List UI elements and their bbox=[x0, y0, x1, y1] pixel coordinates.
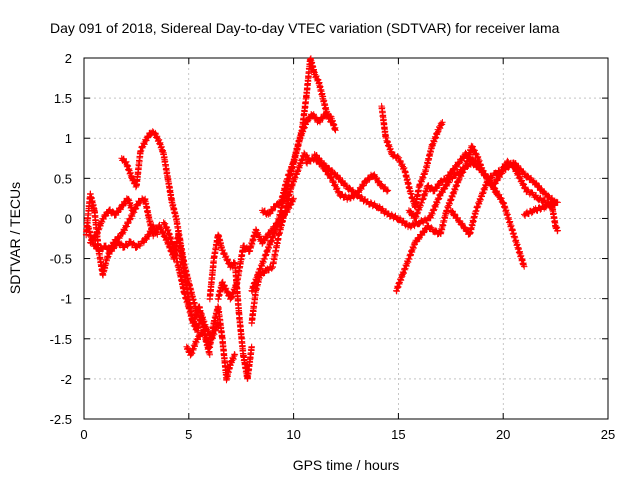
series-arc-18 bbox=[521, 198, 561, 235]
x-tick-label: 15 bbox=[391, 427, 405, 442]
y-tick-label: 0 bbox=[65, 211, 72, 226]
y-tick-labels: -2.5 -2 -1.5 -1 -0.5 0 0.5 1 1.5 2 bbox=[50, 51, 72, 427]
series-markers bbox=[521, 198, 561, 235]
x-tick-label: 25 bbox=[601, 427, 615, 442]
axis-ticks bbox=[83, 57, 609, 420]
series-markers bbox=[160, 219, 222, 342]
y-tick-label: 2 bbox=[65, 51, 72, 66]
series-markers bbox=[206, 231, 255, 382]
series-arc-11 bbox=[303, 154, 392, 203]
y-axis-label: SDTVAR / TECUs bbox=[7, 182, 23, 294]
series-markers bbox=[378, 102, 446, 211]
plot-frame bbox=[83, 57, 609, 420]
series-arc-3 bbox=[87, 195, 136, 247]
series-arc-6 bbox=[206, 231, 255, 382]
y-tick-label: 0.5 bbox=[54, 171, 72, 186]
series-markers bbox=[87, 195, 136, 247]
series-arc-17 bbox=[489, 159, 559, 206]
series-arc-4 bbox=[118, 128, 201, 319]
grid-lines bbox=[84, 58, 608, 419]
y-tick-label: -2 bbox=[60, 372, 72, 387]
y-tick-label: -2.5 bbox=[50, 412, 72, 427]
series-markers bbox=[248, 55, 335, 295]
chart-title: Day 091 of 2018, Sidereal Day-to-day VTE… bbox=[50, 20, 560, 36]
series-arc-9 bbox=[248, 55, 335, 295]
series-markers bbox=[118, 128, 201, 319]
y-tick-label: -0.5 bbox=[50, 252, 72, 267]
series-arc-10 bbox=[259, 110, 339, 218]
y-tick-label: -1 bbox=[60, 292, 72, 307]
y-tick-label: 1.5 bbox=[54, 91, 72, 106]
y-tick-label: -1.5 bbox=[50, 332, 72, 347]
x-axis-label: GPS time / hours bbox=[293, 457, 400, 473]
x-tick-label: 10 bbox=[286, 427, 300, 442]
data-series bbox=[82, 55, 561, 384]
series-arc-13 bbox=[378, 102, 446, 211]
series-markers bbox=[393, 142, 486, 295]
x-tick-label: 20 bbox=[496, 427, 510, 442]
series-arc-8 bbox=[248, 149, 312, 327]
series-arc-19 bbox=[160, 219, 222, 342]
series-markers bbox=[489, 159, 559, 206]
x-tick-label: 0 bbox=[80, 427, 87, 442]
series-markers bbox=[259, 110, 339, 218]
x-tick-label: 5 bbox=[185, 427, 192, 442]
y-tick-label: 1 bbox=[65, 131, 72, 146]
series-markers bbox=[303, 154, 392, 203]
series-arc-14 bbox=[393, 142, 486, 295]
x-tick-labels: 0 5 10 15 20 25 bbox=[80, 427, 615, 442]
series-markers bbox=[248, 149, 312, 327]
